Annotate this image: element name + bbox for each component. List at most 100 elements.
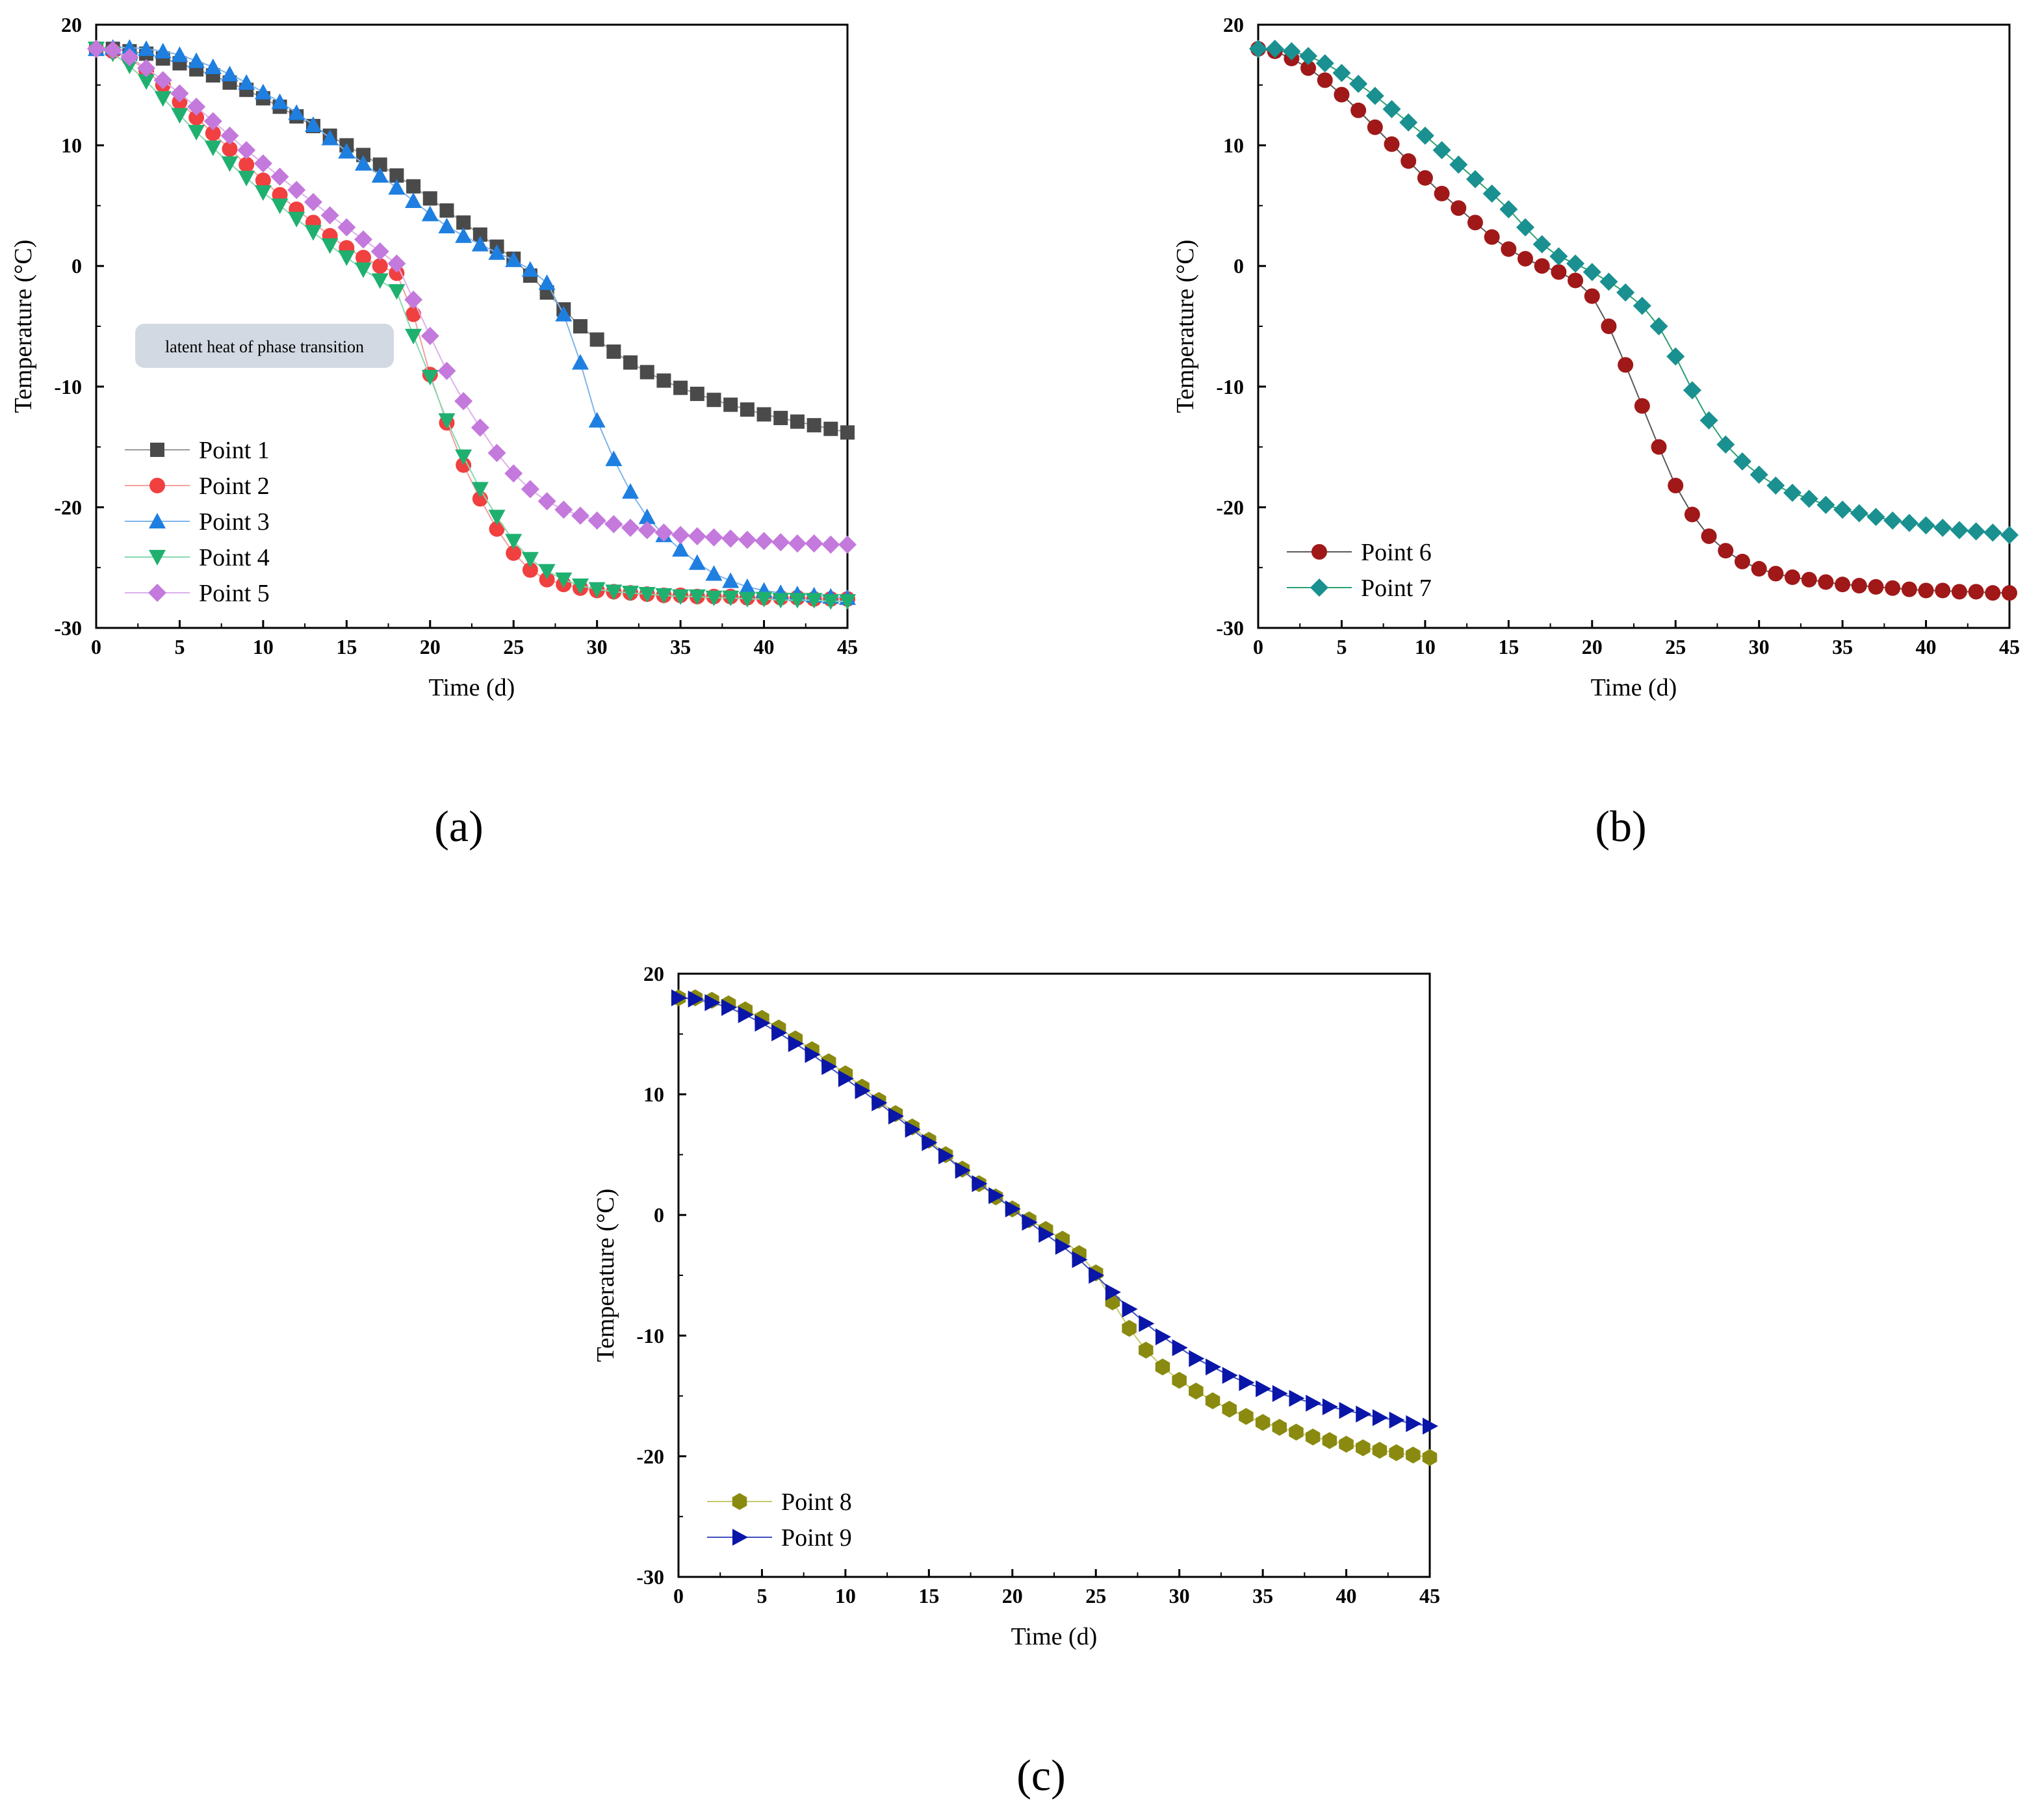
- legend-marker: [149, 513, 166, 528]
- x-tick-label: 20: [1582, 635, 1603, 658]
- series-line: [96, 48, 848, 434]
- data-point: [821, 535, 840, 554]
- data-point: [606, 344, 621, 359]
- panel-a: 0 5 10 15 20 25 30 35 40 45 20 10 0 -10 -20 -30 Time (d)…: [10, 13, 858, 851]
- data-point: [756, 407, 771, 422]
- legend-label: Point 8: [781, 1488, 852, 1516]
- data-point: [506, 545, 522, 561]
- data-point: [790, 414, 805, 429]
- data-point: [1189, 1383, 1204, 1400]
- data-point: [371, 273, 389, 289]
- data-point: [239, 157, 255, 173]
- x-tick-label: 15: [336, 635, 357, 658]
- data-point: [673, 380, 688, 395]
- data-point: [1933, 518, 1952, 537]
- legend-marker: [1310, 578, 1328, 597]
- data-point: [554, 500, 573, 519]
- data-point: [204, 140, 222, 157]
- data-point: [421, 369, 439, 385]
- y-axis-title: Temperature (°C): [1172, 240, 1199, 413]
- data-point: [872, 1094, 888, 1112]
- legend-marker: [148, 584, 166, 602]
- data-point: [471, 235, 489, 252]
- data-point: [221, 156, 239, 172]
- x-tick-label: 40: [754, 635, 775, 658]
- data-point: [387, 254, 406, 273]
- data-point: [2000, 526, 2019, 545]
- data-point: [238, 74, 255, 90]
- data-point: [1239, 1408, 1254, 1425]
- data-point: [521, 261, 539, 277]
- data-point: [505, 251, 523, 267]
- y-tick-label: 10: [61, 134, 82, 157]
- data-point: [972, 1175, 988, 1192]
- data-point: [1189, 1350, 1205, 1368]
- data-point: [1968, 584, 1984, 600]
- data-point: [1399, 113, 1418, 132]
- series-line: [1258, 48, 2009, 594]
- data-point: [1406, 1446, 1421, 1464]
- data-point: [1683, 381, 1701, 400]
- data-point: [588, 582, 606, 598]
- data-point: [1205, 1392, 1220, 1410]
- data-point: [421, 205, 439, 222]
- series-point-3: [88, 39, 856, 605]
- y-tick-label: -20: [636, 1444, 664, 1468]
- data-point: [1467, 214, 1483, 231]
- data-point: [370, 242, 389, 261]
- data-point: [705, 565, 723, 581]
- data-point: [1317, 72, 1333, 88]
- data-point: [2002, 585, 2017, 601]
- data-point: [1356, 1405, 1372, 1423]
- data-point: [1749, 465, 1768, 484]
- y-axis-title: Temperature (°C): [592, 1189, 619, 1362]
- data-point: [137, 58, 156, 77]
- data-point: [755, 592, 773, 608]
- data-point: [1850, 504, 1868, 523]
- legend-label: Point 4: [199, 544, 270, 571]
- data-point: [1951, 584, 1967, 600]
- data-point: [1389, 1411, 1405, 1429]
- y-tick-label: 0: [1233, 254, 1244, 278]
- data-point: [555, 306, 573, 322]
- data-point: [755, 532, 773, 551]
- data-point: [1349, 74, 1368, 93]
- data-point: [1282, 42, 1301, 60]
- annotation-box: [135, 324, 394, 368]
- data-point: [1501, 241, 1517, 257]
- data-point: [1289, 1390, 1305, 1407]
- data-point: [238, 170, 255, 187]
- data-point: [505, 534, 523, 550]
- data-point: [571, 354, 589, 370]
- data-point: [604, 515, 623, 534]
- data-point: [1172, 1372, 1187, 1389]
- data-point: [721, 529, 740, 548]
- x-tick-label: 5: [756, 1584, 767, 1607]
- data-point: [587, 511, 606, 530]
- data-point: [821, 1058, 838, 1075]
- data-point: [1122, 1300, 1138, 1318]
- data-point: [338, 250, 355, 266]
- data-point: [671, 526, 690, 545]
- data-point: [320, 206, 339, 225]
- data-point: [805, 534, 823, 553]
- x-tick-label: 10: [253, 635, 274, 658]
- data-point: [1917, 516, 1935, 535]
- data-point: [1734, 553, 1750, 569]
- data-point: [1716, 435, 1735, 454]
- data-point: [103, 40, 122, 59]
- data-point: [1265, 40, 1284, 58]
- data-point: [1306, 1394, 1322, 1412]
- data-point: [672, 589, 690, 605]
- data-point: [788, 534, 807, 553]
- data-point: [622, 586, 639, 602]
- data-point: [337, 218, 356, 237]
- series-line: [96, 47, 848, 599]
- data-point: [454, 392, 473, 411]
- data-point: [138, 40, 155, 57]
- panel-label: (b): [1595, 801, 1646, 851]
- data-point: [1918, 582, 1934, 599]
- data-point: [1256, 1380, 1272, 1398]
- data-point: [638, 521, 656, 540]
- data-point: [1601, 318, 1617, 334]
